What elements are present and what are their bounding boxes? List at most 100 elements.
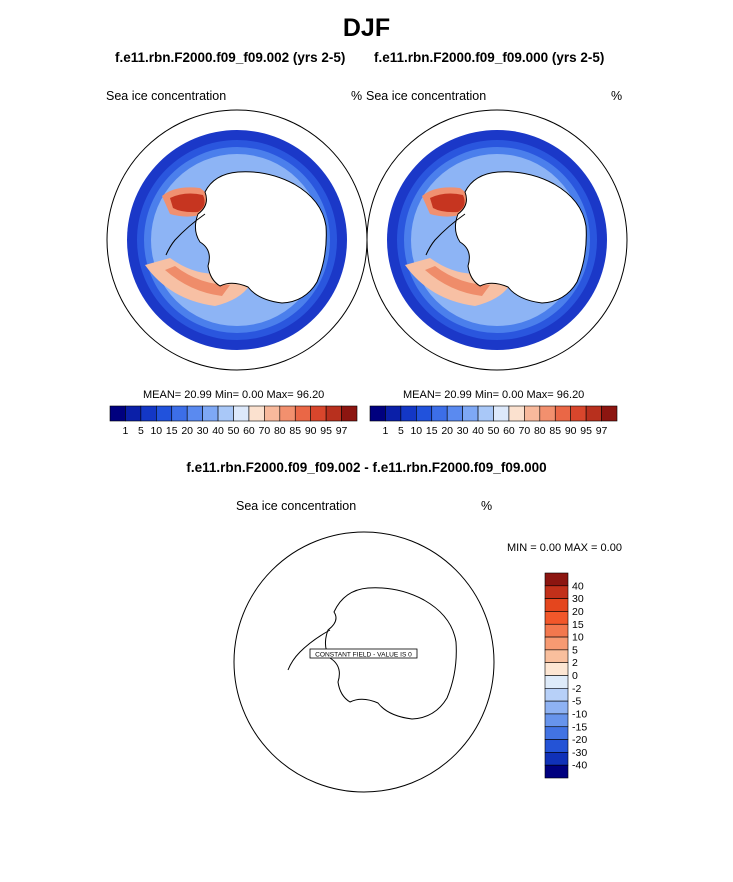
colorbar-tick-label: -30 bbox=[572, 747, 587, 759]
panel-1-variable: Sea ice concentration bbox=[106, 89, 227, 103]
colorbar-tick-label: 30 bbox=[197, 425, 209, 437]
colorbar-cell bbox=[544, 585, 569, 599]
colorbar-cell bbox=[570, 405, 587, 422]
colorbar-cell bbox=[544, 572, 569, 587]
panel-1-stats: MEAN= 20.99 Min= 0.00 Max= 96.20 bbox=[143, 389, 325, 401]
colorbar-cell bbox=[544, 700, 569, 715]
colorbar-tick-label: 80 bbox=[534, 425, 546, 437]
colorbar-tick-label: 90 bbox=[565, 425, 577, 437]
colorbar-tick-label: 5 bbox=[138, 425, 144, 437]
colorbar-tick-label: 0 bbox=[572, 670, 578, 682]
colorbar-tick-label: 85 bbox=[289, 425, 301, 437]
colorbar-cell bbox=[601, 405, 618, 422]
colorbar-tick-label: 95 bbox=[580, 425, 592, 437]
colorbar-tick-label: 5 bbox=[572, 644, 578, 656]
colorbar-cell bbox=[140, 405, 157, 422]
colorbar-cell bbox=[416, 405, 433, 422]
colorbar-cell bbox=[539, 405, 556, 422]
diff-stats: MIN = 0.00 MAX = 0.00 bbox=[507, 542, 622, 554]
colorbar-cell bbox=[508, 405, 525, 422]
colorbar-tick-label: 70 bbox=[259, 425, 271, 437]
colorbar-cell bbox=[462, 405, 479, 422]
colorbar-tick-label: -10 bbox=[572, 708, 587, 720]
colorbar-tick-label: 40 bbox=[572, 580, 584, 592]
colorbar-tick-label: 1 bbox=[383, 425, 389, 437]
page-title: DJF bbox=[342, 14, 391, 42]
colorbar-cell bbox=[217, 405, 234, 422]
colorbar-tick-label: 5 bbox=[398, 425, 404, 437]
colorbar-tick-label: 97 bbox=[596, 425, 608, 437]
colorbar-cell bbox=[294, 405, 311, 422]
colorbar-cell bbox=[279, 405, 296, 422]
colorbar-cell bbox=[248, 405, 265, 422]
colorbar-panel-2: 1 5 10 15 20 30 40 50 60 70 80 85 90 95 97 bbox=[369, 405, 618, 437]
colorbar-tick-label: -5 bbox=[572, 696, 581, 708]
colorbar-cell bbox=[341, 405, 358, 422]
colorbar-cell bbox=[544, 623, 569, 638]
colorbar-cell bbox=[171, 405, 188, 422]
colorbar-cell bbox=[544, 675, 569, 689]
constant-field-box bbox=[309, 648, 418, 659]
colorbar-cell bbox=[156, 405, 173, 422]
colorbar-tick-label: 60 bbox=[243, 425, 255, 437]
colorbar-cell bbox=[544, 611, 569, 625]
panel-2-units: % bbox=[611, 89, 623, 103]
colorbar-cell bbox=[125, 405, 142, 422]
colorbar-cell bbox=[544, 713, 569, 728]
colorbar-tick-label: 90 bbox=[305, 425, 317, 437]
panel-1-title: f.e11.rbn.F2000.f09_f09.002 (yrs 2-5) bbox=[115, 50, 346, 65]
colorbar-cell bbox=[544, 752, 569, 766]
colorbar-cell bbox=[544, 649, 569, 663]
panel-2-title: f.e11.rbn.F2000.f09_f09.000 (yrs 2-5) bbox=[374, 50, 605, 65]
colorbar-tick-label: 95 bbox=[320, 425, 332, 437]
antarctic-peninsula bbox=[165, 213, 206, 256]
colorbar-tick-label: 15 bbox=[166, 425, 178, 437]
colorbar-tick-label: -40 bbox=[572, 760, 587, 772]
colorbar-tick-label: 20 bbox=[181, 425, 193, 437]
colorbar-tick-label: 10 bbox=[572, 632, 584, 644]
colorbar-tick-label: 10 bbox=[150, 425, 162, 437]
colorbar-tick-label: 15 bbox=[426, 425, 438, 437]
antarctic-peninsula bbox=[425, 213, 466, 256]
colorbar-cell bbox=[264, 405, 281, 422]
colorbar-cell bbox=[554, 405, 571, 422]
colorbar-tick-label: 2 bbox=[572, 657, 578, 669]
colorbar-tick-label: -2 bbox=[572, 683, 581, 695]
map-panel-2 bbox=[366, 109, 628, 371]
diff-title: f.e11.rbn.F2000.f09_f09.002 - f.e11.rbn.… bbox=[186, 460, 547, 475]
colorbar-tick-label: 70 bbox=[519, 425, 531, 437]
diff-variable: Sea ice concentration bbox=[236, 499, 357, 513]
colorbar-cell bbox=[544, 662, 569, 676]
panel-2-stats: MEAN= 20.99 Min= 0.00 Max= 96.20 bbox=[403, 389, 585, 401]
colorbar-cell bbox=[524, 405, 541, 422]
colorbar-cell bbox=[544, 688, 569, 702]
colorbar-cell bbox=[544, 764, 569, 779]
colorbar-cell bbox=[233, 405, 250, 422]
map-panel-1 bbox=[106, 109, 368, 371]
ice-weddell-core bbox=[170, 193, 205, 213]
colorbar-cell bbox=[202, 405, 219, 422]
colorbar-cell bbox=[186, 405, 203, 422]
colorbar-tick-label: 85 bbox=[549, 425, 561, 437]
panel-2-variable: Sea ice concentration bbox=[366, 89, 487, 103]
colorbar-tick-label: 40 bbox=[212, 425, 224, 437]
colorbar-cell bbox=[310, 405, 327, 422]
colorbar-cell bbox=[400, 405, 417, 422]
colorbar-cell bbox=[385, 405, 402, 422]
colorbar-tick-label: -20 bbox=[572, 734, 587, 746]
colorbar-cell bbox=[544, 636, 569, 651]
antarctic-peninsula bbox=[287, 629, 331, 671]
map-panel-diff: CONSTANT FIELD - VALUE IS 0 bbox=[233, 531, 495, 793]
colorbar-tick-label: -15 bbox=[572, 721, 587, 733]
colorbar-tick-label: 97 bbox=[336, 425, 348, 437]
colorbar-cell bbox=[109, 405, 126, 422]
ice-ross-sea-core bbox=[165, 266, 230, 296]
colorbar-tick-label: 80 bbox=[274, 425, 286, 437]
colorbar-cell bbox=[477, 405, 494, 422]
colorbar-panel-1: 1 5 10 15 20 30 40 50 60 70 80 85 90 95 97 bbox=[109, 405, 358, 437]
colorbar-tick-label: 30 bbox=[457, 425, 469, 437]
diff-units: % bbox=[481, 499, 493, 513]
panel-1-units: % bbox=[351, 89, 363, 103]
